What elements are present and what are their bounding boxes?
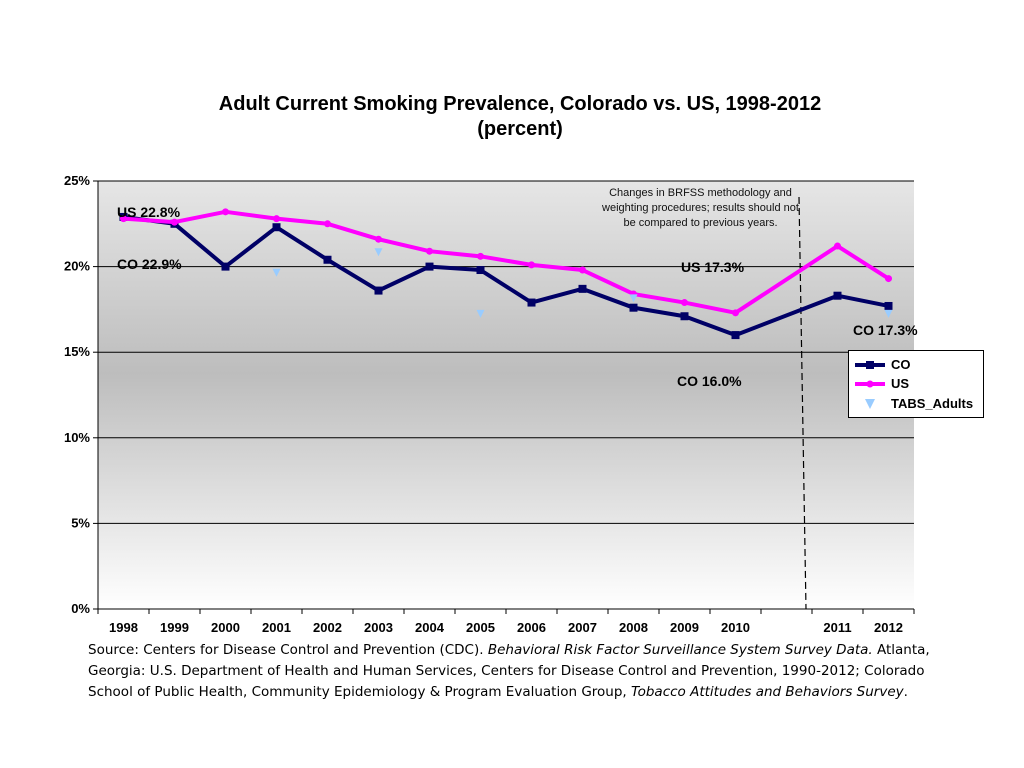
chart-title-line1: Adult Current Smoking Prevalence, Colora… (218, 93, 822, 115)
source-italic-tabs: Tobacco Attitudes and Behaviors Survey (631, 684, 904, 700)
legend-us-swatch (855, 380, 885, 388)
data-point-us (375, 235, 382, 243)
x-tick-label: 2008 (619, 620, 648, 635)
data-point-us (273, 215, 280, 223)
data-point-us (579, 266, 586, 274)
data-point-co (578, 284, 587, 293)
data-point-us (426, 247, 433, 255)
series-layer (119, 208, 893, 340)
annotation-co-2010: CO 16.0% (677, 373, 742, 389)
data-point-co (476, 266, 485, 275)
legend: CO US TABS_Adults (848, 350, 984, 418)
y-tick-label: 0% (71, 601, 90, 616)
source-prefix: Source: Centers for Disease Control and … (88, 642, 488, 658)
x-tick-label: 1999 (160, 620, 189, 635)
x-tick-label: 2011 (823, 620, 851, 635)
data-point-co (629, 303, 638, 312)
y-tick-label: 20% (64, 259, 90, 274)
x-tick-label: 2010 (721, 620, 750, 635)
data-point-us (681, 299, 688, 307)
plot-area (98, 181, 914, 609)
data-point-us (885, 275, 892, 283)
y-tick-label: 5% (71, 515, 90, 530)
annotation-layer: US 22.8% CO 22.9% US 17.3% CO 16.0% CO 17.3% (117, 204, 918, 389)
x-tick-label: 2004 (415, 620, 445, 635)
x-tick-label: 2000 (211, 620, 240, 635)
x-tick-labels: 1998 1999 2000 2001 2002 2003 2004 2005 2006 2007… (97, 609, 915, 635)
data-point-co (884, 301, 893, 310)
x-tick-label: 2002 (313, 620, 342, 635)
x-tick-label: 2005 (466, 620, 495, 635)
data-point-co (221, 262, 230, 271)
methodology-divider (798, 196, 807, 610)
data-point-co (374, 286, 383, 295)
data-point-us (324, 220, 331, 228)
data-point-co (272, 223, 281, 232)
data-point-tabs-adults (374, 248, 383, 257)
x-tick-label: 2012 (874, 620, 903, 635)
data-point-tabs-adults (272, 268, 281, 277)
legend-label-tabs: TABS_Adults (891, 396, 974, 411)
legend-item-tabs: TABS_Adults (849, 394, 983, 414)
annotation-co-2012: CO 17.3% (853, 322, 918, 338)
annotation-us-2010: US 17.3% (681, 259, 745, 275)
gridlines (98, 180, 914, 524)
x-tick-label: 1998 (109, 620, 138, 635)
data-point-us (120, 215, 127, 223)
y-tick-label: 25% (64, 173, 90, 188)
legend-co-swatch (855, 361, 885, 369)
x-tick-label: 2009 (670, 620, 699, 635)
data-point-tabs-adults (629, 294, 638, 303)
data-point-co (680, 312, 689, 321)
data-point-tabs-adults (884, 309, 893, 318)
x-tick-label: 2006 (517, 620, 546, 635)
x-tick-label: 2001 (262, 620, 291, 635)
data-point-co (731, 331, 740, 340)
y-tick-label: 15% (64, 344, 90, 359)
data-point-co (425, 262, 434, 271)
data-point-tabs-adults (476, 309, 485, 318)
data-point-us (528, 261, 535, 269)
y-tick-labels: 0% 5% 10% 15% 20% 25% (64, 173, 98, 616)
legend-label-us: US (891, 376, 910, 391)
source-italic-brfss: Behavioral Risk Factor Surveillance Syst… (487, 642, 873, 658)
source-citation: Source: Centers for Disease Control and … (88, 640, 968, 703)
source-suffix: . (903, 684, 908, 700)
data-point-us (834, 242, 841, 250)
methodology-note: Changes in BRFSS methodology and weighti… (602, 187, 799, 229)
data-point-us (477, 252, 484, 260)
x-tick-label: 2007 (568, 620, 597, 635)
data-point-us (732, 309, 739, 317)
x-tick-label: 2003 (364, 620, 393, 635)
data-point-co (323, 255, 332, 264)
data-point-co (527, 298, 536, 307)
data-point-co (833, 291, 842, 300)
legend-tabs-swatch (865, 399, 875, 409)
annotation-co-start: CO 22.9% (117, 256, 182, 272)
legend-item-co: CO (849, 355, 983, 375)
annotation-us-start: US 22.8% (117, 204, 181, 220)
legend-label-co: CO (891, 357, 911, 372)
source-middle: Atlanta, Georgia: U.S. Department of Hea… (88, 642, 930, 700)
legend-item-us: US (849, 374, 983, 394)
chart-title: Adult Current Smoking Prevalence, Colora… (0, 92, 1024, 142)
data-point-us (171, 218, 178, 226)
data-point-us (222, 208, 229, 216)
chart-title-line2: (percent) (477, 118, 563, 140)
y-tick-label: 10% (64, 430, 90, 445)
